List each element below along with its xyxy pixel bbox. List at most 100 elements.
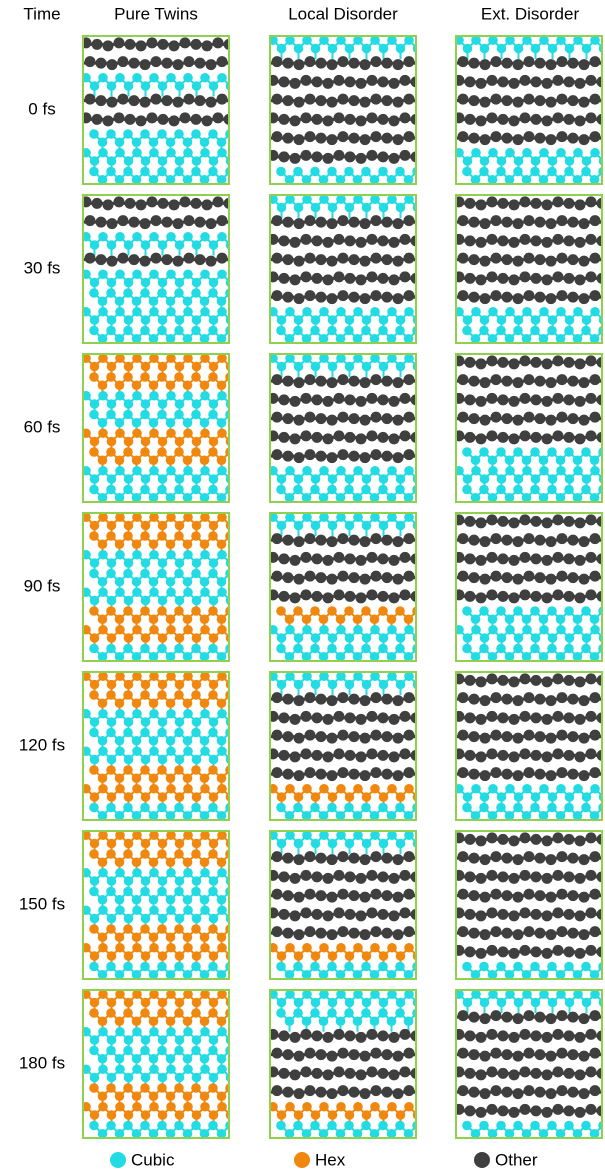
atom bbox=[269, 710, 279, 722]
atom bbox=[310, 679, 321, 690]
atom bbox=[352, 969, 363, 980]
bond bbox=[426, 490, 435, 498]
atom bbox=[140, 876, 151, 886]
atom bbox=[403, 1016, 414, 1027]
atom bbox=[106, 409, 116, 420]
bond bbox=[229, 854, 230, 856]
atom bbox=[462, 484, 472, 495]
bond bbox=[229, 683, 230, 684]
atom bbox=[462, 315, 473, 325]
atom bbox=[304, 252, 316, 264]
atom bbox=[369, 1016, 380, 1027]
atom bbox=[225, 474, 230, 484]
atom bbox=[464, 235, 476, 247]
atom bbox=[148, 539, 159, 550]
atom bbox=[421, 652, 431, 662]
atom bbox=[370, 671, 380, 682]
atom bbox=[89, 717, 100, 727]
atom bbox=[89, 1110, 100, 1120]
atom bbox=[333, 392, 345, 404]
atom bbox=[234, 493, 244, 503]
atom bbox=[574, 395, 586, 407]
atom bbox=[519, 514, 531, 526]
atom bbox=[200, 390, 210, 401]
atom bbox=[381, 450, 393, 462]
atom bbox=[200, 465, 210, 476]
atom bbox=[140, 436, 151, 447]
atom bbox=[174, 1120, 184, 1131]
atom bbox=[157, 361, 168, 372]
atom bbox=[191, 727, 201, 738]
atom bbox=[361, 997, 372, 1008]
atom bbox=[140, 1083, 150, 1093]
atom bbox=[140, 520, 151, 531]
atom bbox=[564, 961, 574, 972]
atom bbox=[326, 891, 338, 903]
atom bbox=[97, 174, 108, 185]
atom bbox=[523, 767, 535, 779]
atom bbox=[140, 166, 150, 177]
atom bbox=[585, 944, 597, 956]
atom bbox=[174, 913, 185, 924]
atom bbox=[300, 233, 312, 245]
atom bbox=[315, 450, 327, 462]
atom bbox=[359, 770, 371, 782]
atom bbox=[165, 576, 176, 587]
atom bbox=[106, 606, 116, 616]
atom bbox=[131, 1091, 142, 1102]
atom bbox=[234, 380, 244, 390]
atom bbox=[276, 679, 287, 690]
atom bbox=[479, 315, 490, 325]
atom bbox=[486, 748, 498, 760]
atom bbox=[106, 849, 116, 859]
atom bbox=[322, 554, 334, 566]
atom bbox=[194, 57, 206, 69]
atom bbox=[82, 196, 92, 208]
atom bbox=[106, 277, 117, 288]
atom bbox=[135, 199, 147, 211]
atom bbox=[208, 240, 219, 250]
atom bbox=[140, 961, 150, 972]
atom bbox=[168, 199, 180, 211]
atom bbox=[191, 81, 202, 91]
time-label: 150 fs bbox=[19, 894, 65, 913]
bond bbox=[239, 695, 248, 703]
atom bbox=[421, 175, 431, 185]
bond bbox=[426, 967, 435, 975]
atom bbox=[513, 166, 523, 177]
atom bbox=[403, 56, 415, 68]
atom bbox=[501, 254, 513, 266]
atom bbox=[182, 539, 193, 550]
atom bbox=[530, 802, 540, 813]
atom bbox=[131, 333, 142, 344]
atom bbox=[572, 810, 583, 821]
atom bbox=[359, 573, 371, 585]
atom bbox=[457, 692, 469, 704]
atom bbox=[455, 35, 464, 46]
atom bbox=[488, 465, 498, 476]
atom bbox=[115, 905, 125, 916]
atom bbox=[590, 147, 600, 158]
atom bbox=[132, 306, 142, 317]
atom bbox=[132, 1026, 142, 1037]
atom bbox=[217, 306, 227, 317]
atom bbox=[359, 59, 371, 71]
atom bbox=[370, 512, 380, 523]
atom bbox=[490, 374, 502, 386]
atom bbox=[573, 624, 583, 635]
atom bbox=[545, 770, 557, 782]
atom bbox=[464, 674, 476, 686]
atom bbox=[115, 746, 125, 757]
atom bbox=[552, 748, 564, 760]
atom bbox=[216, 773, 227, 784]
atom bbox=[102, 40, 114, 52]
atom bbox=[191, 876, 202, 886]
atom bbox=[82, 1101, 91, 1112]
atom bbox=[344, 951, 355, 961]
atom bbox=[208, 1110, 219, 1120]
atom bbox=[123, 558, 134, 568]
atom bbox=[304, 1047, 316, 1059]
bond bbox=[229, 648, 230, 650]
atom bbox=[581, 606, 591, 616]
atom bbox=[123, 520, 134, 531]
